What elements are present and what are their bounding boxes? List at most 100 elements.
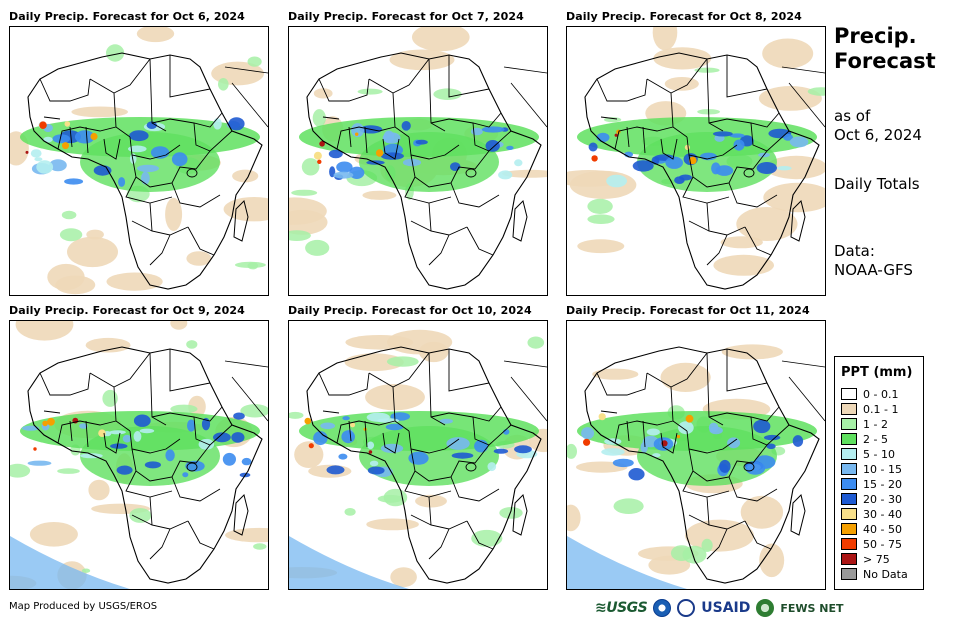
heavy-rain-cell [368,450,373,454]
rain-cell [213,432,231,443]
country-border [706,202,746,236]
precip-map[interactable] [288,26,548,296]
country-border [682,470,730,498]
light-rain-area [67,236,118,268]
country-border [626,126,630,148]
country-border [472,416,512,446]
rain-cell [228,117,245,131]
rain-cell [336,161,353,173]
rain-belt [359,426,499,486]
rain-belt [80,132,220,192]
country-border [318,372,370,396]
rain-cell [93,165,112,176]
light-rain-area [502,169,547,178]
precip-map[interactable] [9,26,269,296]
rain-cell [338,453,348,460]
rain-cell [380,443,404,453]
light-rain-area [313,88,333,99]
heavy-rain-cell [304,417,312,425]
light-rain-area [102,389,118,407]
light-rain-area [344,353,404,372]
rain-cell [711,162,721,175]
heavy-rain-cell [33,447,37,451]
rain-cell [351,123,365,138]
light-rain-area [170,404,198,414]
country-border [600,410,618,414]
daily-totals-label: Daily Totals [834,175,920,193]
light-rain-area [807,87,825,96]
rain-cell [708,422,719,433]
country-border [686,430,738,454]
light-rain-area [377,494,404,503]
legend-swatch [841,388,857,400]
country-border [89,58,151,94]
country-border [410,220,432,232]
rain-cell [222,452,236,466]
light-rain-area [721,344,783,360]
rain-cell [612,458,634,468]
legend-label: 15 - 20 [863,478,902,491]
country-border [364,126,368,154]
light-rain-area [88,479,110,501]
data-source: Data: NOAA-GFS [834,242,913,280]
rain-cell [646,428,660,436]
rain-cell [753,419,771,434]
light-rain-area [587,214,615,224]
rain-cell [446,437,470,450]
light-rain-area [15,321,74,341]
light-rain-area [471,529,503,547]
country-border [318,78,370,102]
rain-cell [485,140,500,152]
legend-label: 0 - 0.1 [863,388,899,401]
precip-map[interactable] [288,320,548,590]
country-border [368,352,430,388]
precip-map[interactable] [9,320,269,590]
rain-cell [22,425,40,431]
country-border [39,372,91,396]
country-border [642,126,646,154]
legend-swatch [841,523,857,535]
light-rain-area [682,545,707,564]
rain-cell [109,430,126,435]
heavy-rain-cell [583,438,591,446]
heavy-rain-cell [685,414,694,423]
partner-logos: ≋USGS USAID FEWS NET [595,597,844,619]
rain-cell [233,412,245,420]
heavy-rain-cell [62,142,69,150]
light-rain-area [170,321,188,330]
panel-title: Daily Precip. Forecast for Oct 6, 2024 [9,10,245,23]
light-rain-area [357,88,383,95]
country-border [660,432,678,454]
legend: PPT (mm) 0 - 0.1 0.1 - 1 1 - 2 2 - 5 5 - 10 1… [834,356,924,590]
country-border [149,234,171,266]
legend-label: > 75 [863,553,890,566]
light-rain-area [186,340,198,349]
madagascar-outline [233,494,249,536]
usaid-seal-logo [677,599,696,617]
country-border [614,420,674,444]
country-border [171,476,221,502]
heavy-rain-cell [308,443,314,449]
country-border [600,116,618,120]
legend-swatch [841,463,857,475]
rain-cell [628,468,645,481]
light-rain-area [412,27,470,52]
rain-cell [133,431,142,442]
light-rain-area [234,261,266,268]
lake-victoria [465,168,477,178]
rain-cell [49,159,67,172]
country-border [428,234,450,266]
rain-cell [128,145,147,153]
precip-map[interactable] [566,320,826,590]
rain-cell [596,132,610,143]
rain-cell [165,449,175,462]
rain-cell [487,462,497,472]
rain-cell [34,157,43,162]
light-rain-area [660,362,711,392]
legend-item: 1 - 2 [841,418,888,432]
precip-map[interactable] [566,26,826,296]
rain-cell [187,419,196,432]
arabia-border [503,66,547,128]
light-rain-area [604,117,622,123]
legend-swatch [841,433,857,445]
